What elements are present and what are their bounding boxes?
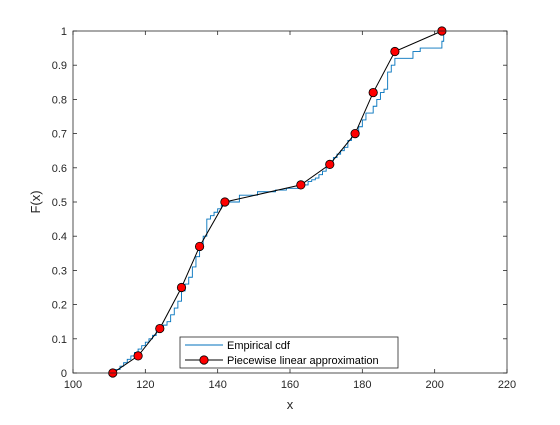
x-tick-label: 200	[425, 379, 443, 391]
approx-point	[325, 159, 335, 169]
y-tick-label: 0.6	[52, 163, 67, 175]
approx-point	[155, 323, 165, 334]
y-tick-label: 0.5	[52, 197, 67, 209]
x-tick-label: 100	[64, 379, 82, 391]
ticks-layer: 100 120 140 160 180 200 220 0 0.1 0.2 0.3 0.4 0.5 0.6…	[52, 26, 516, 391]
y-tick-label: 0	[61, 368, 67, 380]
series-piecewise-linear	[112, 30, 443, 374]
approx-point	[133, 351, 143, 361]
y-tick-label: 0.9	[52, 60, 67, 72]
x-tick-label: 160	[281, 379, 299, 391]
y-axis-label: F(x)	[28, 190, 43, 213]
series-empirical-cdf	[112, 31, 445, 373]
x-tick-label: 140	[208, 379, 226, 391]
legend-label-empirical: Empirical cdf	[227, 340, 291, 352]
y-tick-label: 0.2	[52, 300, 67, 312]
legend: Empirical cdf Piecewise linear approxima…	[179, 336, 399, 369]
approx-point	[176, 282, 187, 293]
plot-background	[73, 31, 507, 373]
series-layer	[108, 26, 447, 378]
legend-marker-approx	[199, 355, 209, 365]
legend-label-approx: Piecewise linear approximation	[227, 355, 379, 367]
y-tick-label: 0.4	[52, 231, 67, 243]
approx-point	[194, 241, 205, 252]
approx-point	[296, 180, 306, 190]
approx-point	[350, 129, 360, 139]
legend-box	[179, 336, 399, 369]
y-tick-label: 0.8	[52, 94, 67, 106]
y-tick-label: 0.1	[52, 334, 67, 346]
x-tick-label: 220	[498, 379, 516, 391]
x-axis-label: x	[287, 397, 294, 412]
approx-point	[390, 46, 400, 57]
x-tick-label: 120	[136, 379, 154, 391]
y-tick-label: 0.3	[52, 265, 67, 277]
approx-point	[220, 197, 230, 207]
x-tick-label: 180	[353, 379, 371, 391]
y-tick-label: 1	[61, 26, 67, 38]
y-tick-label: 0.7	[52, 129, 67, 141]
approx-point	[368, 87, 378, 98]
